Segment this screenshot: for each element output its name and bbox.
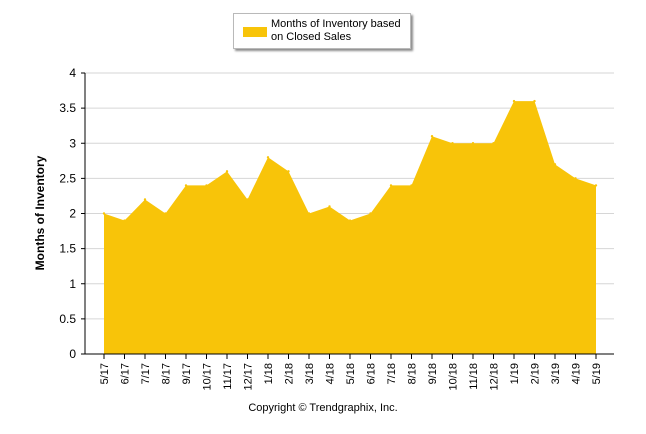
x-tick-label: 1/18 [263,363,275,384]
y-tick-label: 3.5 [59,101,76,115]
x-tick-label: 3/18 [304,363,316,384]
data-point [430,135,434,138]
data-point [205,184,208,187]
x-tick-label: 7/17 [140,363,152,384]
x-tick-label: 6/18 [366,363,378,384]
data-point [389,184,393,187]
data-point [492,142,495,145]
data-point [451,142,454,145]
area-series [102,99,598,354]
x-tick-label: 3/19 [550,363,562,384]
copyright-text: Copyright © Trendgraphix, Inc. [248,402,398,414]
x-tick-label: 7/18 [386,363,398,384]
data-point [553,163,557,166]
data-point [512,99,516,103]
data-point [328,205,331,208]
x-tick-label: 12/17 [243,363,255,391]
x-tick-label: 2/18 [284,363,296,384]
data-point [123,219,126,222]
x-tick-label: 6/17 [120,363,132,384]
x-tick-label: 1/19 [509,363,521,384]
x-tick-label: 8/17 [161,363,173,384]
y-axis-ticks: 0 0.5 1 1.5 2 2.5 3 3.5 4 [59,66,85,361]
area-fill [104,101,596,354]
data-point [410,184,413,187]
data-point [225,170,229,173]
x-tick-label: 10/18 [448,363,460,391]
x-tick-label: 2/19 [530,363,542,384]
x-tick-label: 11/17 [222,363,234,390]
x-tick-label: 12/18 [489,363,501,391]
x-tick-label: 9/18 [427,363,439,384]
x-tick-label: 5/18 [345,363,357,384]
data-point [307,212,311,215]
data-point [348,219,352,222]
x-tick-label: 10/17 [202,363,214,391]
data-point [287,170,290,173]
legend-swatch [243,27,267,37]
x-tick-label: 4/19 [571,363,583,384]
data-point [266,156,270,159]
y-axis-label: Months of Inventory [33,155,47,270]
data-point [143,198,147,201]
data-point [102,212,106,215]
y-tick-label: 3 [69,136,76,150]
data-point [471,142,475,145]
x-axis-ticks: 5/17 6/17 7/17 8/17 9/17 10/17 11/17 12/17 1/18 2… [99,354,603,391]
data-point [184,184,188,187]
y-tick-label: 1 [69,277,76,291]
data-point [246,198,249,201]
x-tick-label: 9/17 [181,363,193,384]
data-point [164,212,167,215]
x-tick-label: 11/18 [468,363,480,390]
y-tick-label: 2.5 [59,171,76,185]
data-point [574,177,577,180]
x-tick-label: 4/18 [325,363,337,384]
data-point [533,99,536,103]
y-tick-label: 1.5 [59,242,76,256]
x-tick-label: 8/18 [407,363,419,384]
y-tick-label: 2 [69,207,76,221]
legend: Months of Inventory based on Closed Sale… [233,13,411,49]
y-tick-label: 4 [69,66,76,80]
x-tick-label: 5/19 [591,363,603,384]
x-tick-label: 5/17 [99,363,111,384]
y-tick-label: 0 [69,347,76,361]
data-point [594,184,598,187]
y-tick-label: 0.5 [59,312,76,326]
data-point [369,212,372,215]
legend-label: Months of Inventory based on Closed Sale… [271,18,401,43]
